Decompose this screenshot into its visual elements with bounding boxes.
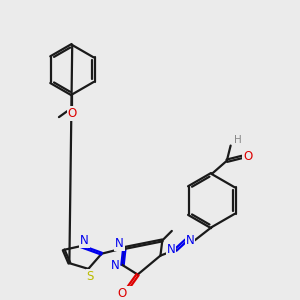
Text: N: N	[110, 259, 119, 272]
Text: S: S	[87, 270, 94, 283]
Text: N: N	[115, 237, 124, 250]
Text: N: N	[80, 234, 89, 247]
Text: O: O	[68, 107, 77, 120]
Text: O: O	[118, 287, 127, 300]
Text: N: N	[167, 243, 175, 256]
Text: N: N	[185, 234, 194, 247]
Text: O: O	[243, 150, 252, 164]
Text: H: H	[234, 135, 242, 145]
